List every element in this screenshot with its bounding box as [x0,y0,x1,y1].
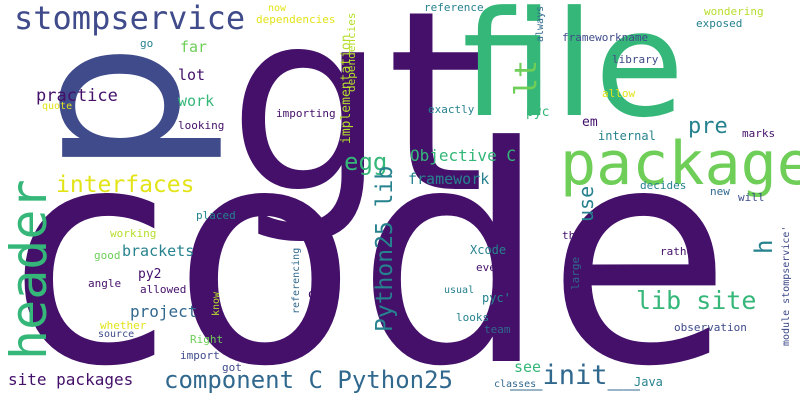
word-java: classes [494,379,537,390]
word-open: open [308,287,337,301]
word-header: header [0,179,58,360]
word-egg: egg [344,148,388,176]
word-will: will [738,191,765,204]
word-dependencies: dependencies [256,13,336,26]
word-gt: gt [228,0,485,248]
word-right: Right [190,333,224,346]
word-file: file [462,0,685,150]
word-new: new [710,185,730,198]
word-allowed: allowed [140,283,187,296]
word-exposed: exposed [696,17,743,30]
word-python25-lib: Python25 lib [372,165,398,332]
word-always: always [535,5,546,42]
word-allow: allow [602,87,636,100]
word-marks: marks [742,127,776,140]
word-rather: rather [660,245,700,258]
word-lt: lt [509,59,544,96]
word-practice: practice [36,86,118,106]
word-em: em [582,115,598,130]
word-import: import [180,349,220,362]
word-looking: looking [178,119,225,132]
word-decides: decides [640,179,687,192]
word-source: source [98,329,135,340]
word-looks: looks [456,311,490,324]
word-reference: reference [424,1,484,14]
word-know: know [211,291,222,316]
word-internal: internal [598,129,656,143]
word-got: got [222,361,242,374]
word-thing: thing [562,229,596,242]
word-dependencies-vertical: dependencies [345,12,358,92]
word-observation: observation [674,321,747,334]
word-wondering: wondering [704,5,764,18]
word-go: go [140,37,154,50]
word-frameworkname: frameworkname [562,31,649,44]
word-exactly: exactly [428,103,475,116]
word-xcode: Xcode [470,243,507,257]
word-package: package [560,129,800,199]
word-stompservice: stompservice [14,0,246,37]
word-importing: importing [276,107,336,120]
word-py2: py2 [138,267,162,282]
word-working: working [110,227,157,240]
word-module-stompservice: Java [634,375,663,389]
word-see: see [514,358,542,376]
word-team: team [484,323,511,336]
word-classes: module stompservice' [781,225,792,346]
word-quote: quote [42,101,73,112]
word-framework: framework [408,170,490,188]
word-whether: whether [100,319,147,332]
word-init: __init__ [510,360,641,391]
word-brackets: brackets [122,242,195,260]
word-lib-site: lib site [636,286,757,315]
word-h: h [750,239,778,254]
word-every: every [476,261,510,274]
word-angle: angle [88,277,122,290]
word-far: far [180,38,208,56]
word-project: project [130,302,198,321]
word-referencing: referencing [291,247,302,314]
word-now: now [268,3,287,14]
word-site-packages: site packages [8,370,134,389]
word-objective-c: Objective C [410,146,516,165]
word-interfaces: interfaces [56,172,195,198]
word-library: library [612,53,659,66]
word-pre: pre [688,114,728,139]
word-use: use [574,185,598,222]
word-pyc-quote: pyc' [482,291,511,305]
word-pyc: pyc [526,105,550,120]
word-code: code [8,83,732,400]
word-placed: placed [196,209,236,222]
word-good: good [94,249,121,262]
word-usual: usual [444,285,475,296]
word-component-c-python25: component C Python25 [164,366,453,394]
word-lot: lot [178,66,206,84]
word-large: large [569,256,582,290]
word-work: work [178,92,215,110]
